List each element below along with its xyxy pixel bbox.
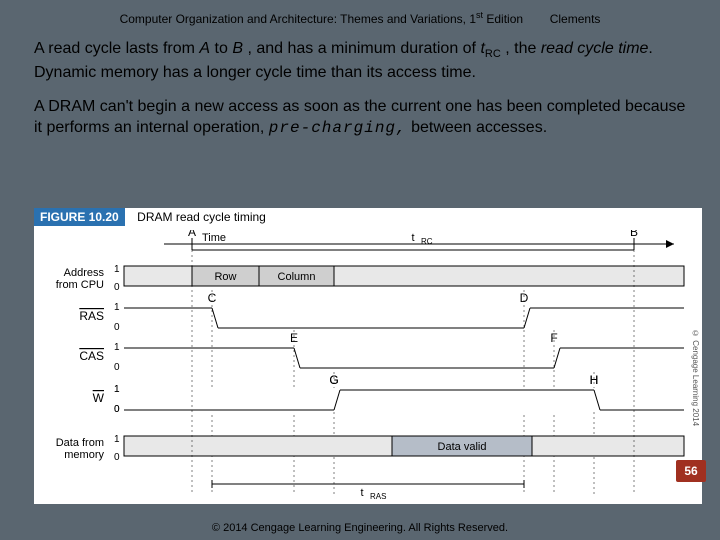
svg-text:RAS: RAS (370, 492, 386, 501)
header: Computer Organization and Architecture: … (0, 0, 720, 32)
rc-sub: RC (485, 48, 501, 60)
svg-text:1: 1 (114, 264, 120, 275)
svg-text:0: 0 (114, 404, 120, 415)
svg-text:Time: Time (202, 232, 226, 244)
letter-a: A (199, 40, 210, 57)
body-text: A read cycle lasts from A to B , and has… (0, 32, 720, 156)
paragraph-1: A read cycle lasts from A to B , and has… (34, 38, 686, 84)
svg-text:Data valid: Data valid (438, 441, 487, 453)
letter-b: B (232, 40, 243, 57)
svg-text:H: H (590, 373, 599, 387)
svg-text:RC: RC (421, 237, 433, 246)
svg-text:CAS: CAS (79, 349, 104, 363)
p1a: A read cycle lasts from (34, 40, 199, 57)
paragraph-2: A DRAM can't begin a new access as soon … (34, 96, 686, 140)
edition-sup: st (476, 10, 483, 20)
svg-text:0: 0 (114, 452, 120, 463)
svg-text:E: E (290, 331, 298, 345)
svg-text:1: 1 (114, 342, 120, 353)
page-number-badge: 56 (676, 460, 706, 482)
precharge: pre-charging, (269, 119, 407, 137)
p1d: , the (505, 40, 541, 57)
svg-text:Column: Column (278, 271, 316, 283)
svg-text:from CPU: from CPU (56, 279, 104, 291)
svg-text:1: 1 (114, 302, 120, 313)
svg-text:C: C (208, 291, 217, 305)
p1b: to (215, 40, 233, 57)
svg-text:G: G (329, 373, 338, 387)
svg-text:memory: memory (64, 449, 104, 461)
svg-text:t: t (360, 487, 363, 499)
author: Clements (550, 12, 601, 26)
p1c: , and has a minimum duration of (247, 40, 480, 57)
timing-diagram: Time A Bt RC Addressfrom CPU 1 0 Row Column RAS 1 0… (34, 230, 702, 504)
svg-text:t: t (411, 232, 414, 244)
figure: FIGURE 10.20 DRAM read cycle timing Time… (34, 208, 702, 504)
svg-text:0: 0 (114, 282, 120, 293)
svg-text:F: F (550, 331, 557, 345)
read-cycle-time: read cycle time (541, 40, 649, 57)
svg-text:B: B (630, 230, 638, 239)
footer-copyright: © 2014 Cengage Learning Engineering. All… (0, 522, 720, 534)
svg-text:RAS: RAS (79, 309, 104, 323)
svg-text:0: 0 (114, 322, 120, 333)
edition-word: Edition (483, 12, 523, 26)
svg-text:1: 1 (114, 384, 120, 395)
svg-text:W: W (93, 391, 105, 405)
figure-number: FIGURE 10.20 (34, 208, 125, 226)
svg-text:Row: Row (214, 271, 236, 283)
svg-text:1: 1 (114, 434, 120, 445)
side-copyright: © Cengage Learning 2014 (690, 278, 700, 478)
p2b: between accesses. (407, 119, 548, 136)
svg-text:0: 0 (114, 362, 120, 373)
figure-caption: DRAM read cycle timing (137, 210, 266, 224)
svg-text:Data from: Data from (56, 437, 104, 449)
book-title: Computer Organization and Architecture: … (120, 12, 476, 26)
svg-text:D: D (520, 291, 529, 305)
svg-text:A: A (188, 230, 196, 239)
svg-text:Address: Address (64, 267, 105, 279)
